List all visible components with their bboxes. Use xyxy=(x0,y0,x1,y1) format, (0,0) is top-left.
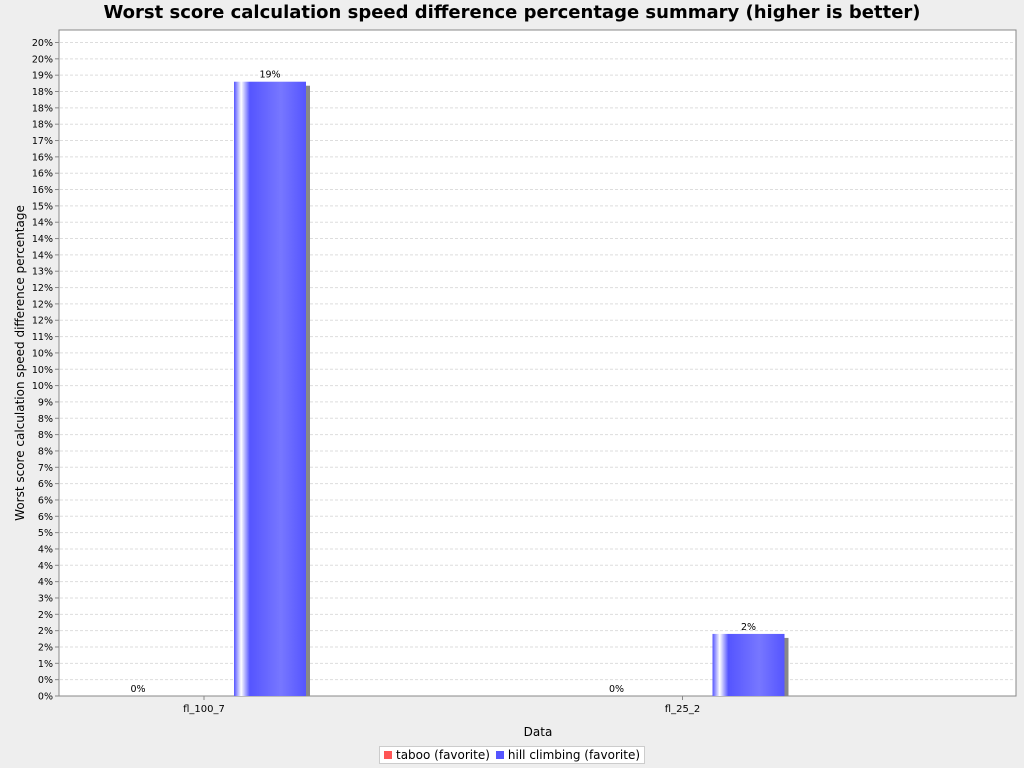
legend-swatch-taboo xyxy=(383,751,392,759)
y-tick-label: 18% xyxy=(32,103,53,114)
y-tick-label: 18% xyxy=(32,87,53,98)
y-tick-label: 6% xyxy=(38,495,53,506)
y-tick-label: 8% xyxy=(38,430,53,441)
x-tick-label: fl_100_7 xyxy=(183,704,225,715)
bar-value-label: 0% xyxy=(609,684,624,695)
x-axis-categories: fl_100_7 fl_25_2 xyxy=(183,696,700,715)
y-tick-label: 11% xyxy=(32,332,53,343)
legend-label-taboo: taboo (favorite) xyxy=(395,748,490,762)
chart-title: Worst score calculation speed difference… xyxy=(103,2,921,23)
y-tick-label: 16% xyxy=(32,169,53,180)
y-tick-label: 8% xyxy=(38,414,53,425)
legend-item-taboo: taboo (favorite) xyxy=(383,748,490,762)
y-tick-label: 15% xyxy=(32,201,53,212)
y-tick-label: 13% xyxy=(32,267,53,278)
bars: 0% 19% 0% 2% xyxy=(130,70,789,696)
y-tick-label: 12% xyxy=(32,299,53,310)
y-tick-label: 3% xyxy=(38,593,53,604)
legend-label-hill-climbing: hill climbing (favorite) xyxy=(507,748,641,762)
y-axis-title: Worst score calculation speed difference… xyxy=(13,205,27,521)
y-tick-label: 16% xyxy=(32,185,53,196)
y-tick-label: 16% xyxy=(32,152,53,163)
y-tick-label: 20% xyxy=(32,54,53,65)
bar-value-label: 19% xyxy=(259,70,280,81)
y-tick-label: 10% xyxy=(32,348,53,359)
y-tick-label: 6% xyxy=(38,479,53,490)
y-tick-label: 10% xyxy=(32,381,53,392)
legend-box: taboo (favorite) hill climbing (favorite… xyxy=(378,746,646,764)
bar xyxy=(234,81,306,696)
x-tick-label: fl_25_2 xyxy=(665,704,700,715)
y-tick-label: 4% xyxy=(38,544,53,555)
y-tick-label: 2% xyxy=(38,642,53,653)
y-tick-label: 18% xyxy=(32,120,53,131)
gridlines xyxy=(60,42,1015,681)
y-tick-label: 0% xyxy=(38,692,53,703)
legend: taboo (favorite) hill climbing (favorite… xyxy=(0,746,1024,764)
y-tick-label: 0% xyxy=(38,675,53,686)
y-tick-label: 19% xyxy=(32,71,53,82)
y-tick-label: 5% xyxy=(38,528,53,539)
plot-area xyxy=(58,29,1017,697)
y-tick-label: 14% xyxy=(32,218,53,229)
bar xyxy=(712,633,785,696)
y-tick-label: 8% xyxy=(38,446,53,457)
bar-value-label: 2% xyxy=(741,622,756,633)
y-tick-label: 10% xyxy=(32,365,53,376)
y-tick-label: 4% xyxy=(38,561,53,572)
y-tick-label: 6% xyxy=(38,512,53,523)
legend-swatch-hill-climbing xyxy=(495,751,504,759)
y-tick-label: 14% xyxy=(32,250,53,261)
bar-value-label: 0% xyxy=(130,684,145,695)
y-tick-label: 7% xyxy=(38,463,53,474)
y-tick-label: 14% xyxy=(32,234,53,245)
y-tick-label: 12% xyxy=(32,316,53,327)
y-tick-label: 2% xyxy=(38,626,53,637)
y-axis-ticks: 0% 0% 1% 2% 2% 2% 3% 4% 4% 4% 5% 6% 6% 6% 7% 8% 8% 8% 9% 10… xyxy=(32,38,59,703)
y-tick-label: 1% xyxy=(38,659,53,670)
y-tick-label: 2% xyxy=(38,610,53,621)
legend-item-hill-climbing: hill climbing (favorite) xyxy=(495,748,641,762)
y-tick-label: 12% xyxy=(32,283,53,294)
x-axis-title: Data xyxy=(524,725,553,739)
y-tick-label: 17% xyxy=(32,136,53,147)
y-tick-label: 4% xyxy=(38,577,53,588)
y-tick-label: 20% xyxy=(32,38,53,49)
y-tick-label: 9% xyxy=(38,397,53,408)
